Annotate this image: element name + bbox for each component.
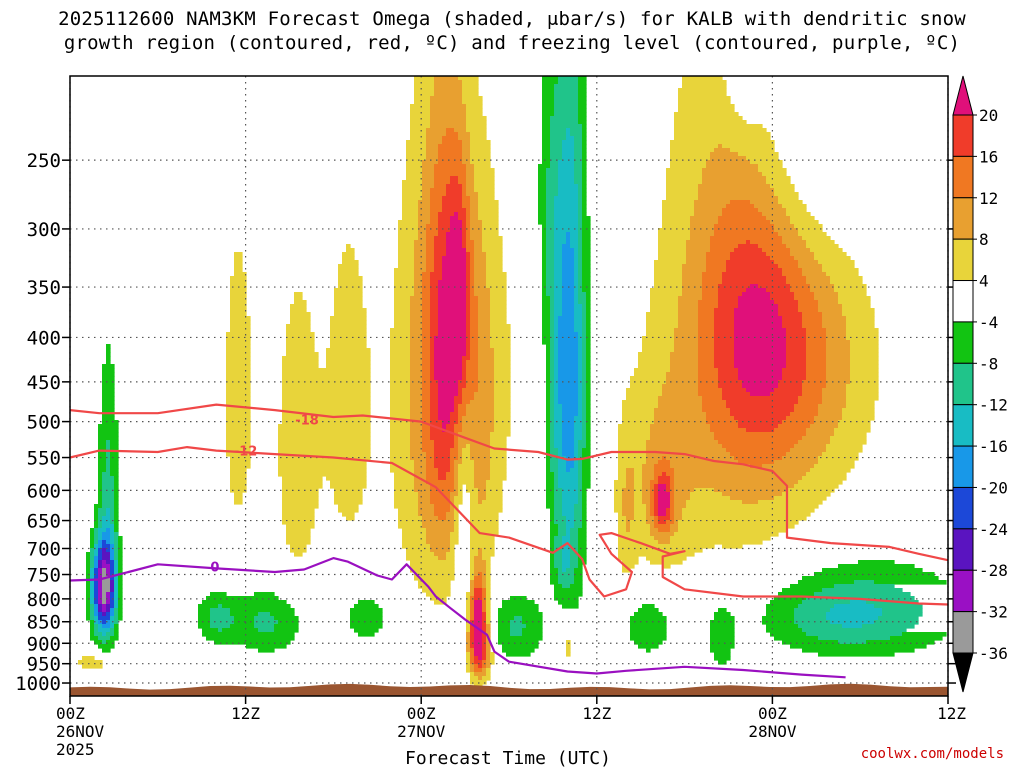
y-tick-label: 400: [27, 327, 61, 349]
colorbar-swatch: [952, 362, 974, 406]
y-tick-label: 450: [27, 372, 61, 394]
y-tick-label: 600: [27, 480, 61, 502]
colorbar-label: -36: [979, 644, 1008, 663]
y-tick-label: 850: [27, 612, 61, 634]
colorbar-label: 12: [979, 189, 998, 208]
colorbar-label: -8: [979, 354, 998, 373]
colorbar-swatch: [952, 569, 974, 613]
y-tick-label: 950: [27, 654, 61, 676]
y-axis: 2503003504004505005506006507007508008509…: [15, 150, 956, 695]
chart-title-line-2: growth region (contoured, red, ºC) and f…: [63, 32, 961, 54]
y-tick-label: 750: [27, 565, 61, 587]
terrain-layer: [70, 683, 948, 696]
omega-shading: [78, 76, 947, 689]
x-tick-label: 12Z: [582, 704, 611, 723]
freezing-level-contour-label: 0: [210, 560, 219, 575]
contour-layer: -18 -12 0: [69, 403, 949, 679]
y-tick-label: 650: [27, 511, 61, 533]
colorbar-label: -20: [979, 478, 1008, 497]
dgz-contour-minus12-label: -12: [234, 445, 258, 460]
plot-border: [69, 75, 949, 697]
colorbar-swatch: [952, 238, 974, 282]
y-tick-label: 1000: [15, 673, 61, 695]
colorbar-swatch: [952, 321, 974, 364]
colorbar-swatch: [952, 197, 974, 240]
plot-frame: [69, 75, 949, 697]
colorbar-swatch: [952, 404, 974, 447]
colorbar-label: -4: [979, 313, 998, 332]
x-tick-label: 26NOV: [56, 722, 105, 741]
colorbar-swatch: [952, 155, 974, 199]
colorbar-label: -16: [979, 437, 1008, 456]
colorbar-swatch: [952, 114, 974, 157]
y-tick-label: 700: [27, 538, 61, 560]
x-tick-label: 00Z: [758, 704, 787, 723]
colorbar-label: -12: [979, 396, 1008, 415]
y-tick-label: 900: [27, 633, 61, 655]
colorbar-swatch: [952, 486, 974, 530]
colorbar-label: -24: [979, 520, 1008, 539]
freezing-level-contour: [69, 556, 846, 679]
y-tick-label: 300: [27, 219, 61, 241]
colorbar-label: 4: [979, 272, 989, 291]
colorbar-label: -28: [979, 561, 1008, 580]
x-tick-label: 27NOV: [397, 722, 446, 741]
dgz-contour-minus18-label: -18: [295, 413, 319, 428]
dgz-contour-minus18: [69, 403, 949, 562]
x-tick-label: 12Z: [231, 704, 260, 723]
colorbar-swatch: [952, 611, 974, 654]
colorbar-label: 16: [979, 147, 998, 166]
x-tick-label: 2025: [56, 740, 95, 759]
chart-title-line-1: 2025112600 NAM3KM Forecast Omega (shaded…: [58, 8, 966, 30]
colorbar-label: 8: [979, 230, 989, 249]
x-tick-label: 28NOV: [748, 722, 797, 741]
dgz-contour-minus12: [69, 446, 949, 606]
colorbar-label: -32: [979, 603, 1008, 622]
colorbar-label: 20: [979, 106, 998, 125]
colorbar-swatch: [952, 445, 974, 488]
colorbar-swatch: [952, 280, 974, 323]
x-axis-label: Forecast Time (UTC): [405, 748, 611, 768]
y-tick-label: 350: [27, 277, 61, 299]
colorbar-top-arrow: [952, 75, 974, 116]
y-tick-label: 800: [27, 589, 61, 611]
terrain-surface: [70, 683, 948, 696]
source-credit: coolwx.com/models: [860, 746, 1004, 762]
colorbar-legend: 20 16 12 8 4 -4 -8 -12 -16 -20 -24 -28 -32 -36: [952, 75, 1008, 693]
colorbar-swatch: [952, 528, 974, 571]
x-tick-label: 00Z: [56, 704, 85, 723]
y-tick-label: 500: [27, 412, 61, 434]
y-tick-label: 250: [27, 150, 61, 172]
y-tick-label: 550: [27, 448, 61, 470]
x-tick-label: 12Z: [937, 704, 966, 723]
x-tick-label: 00Z: [407, 704, 436, 723]
colorbar-bottom-arrow: [952, 652, 974, 693]
